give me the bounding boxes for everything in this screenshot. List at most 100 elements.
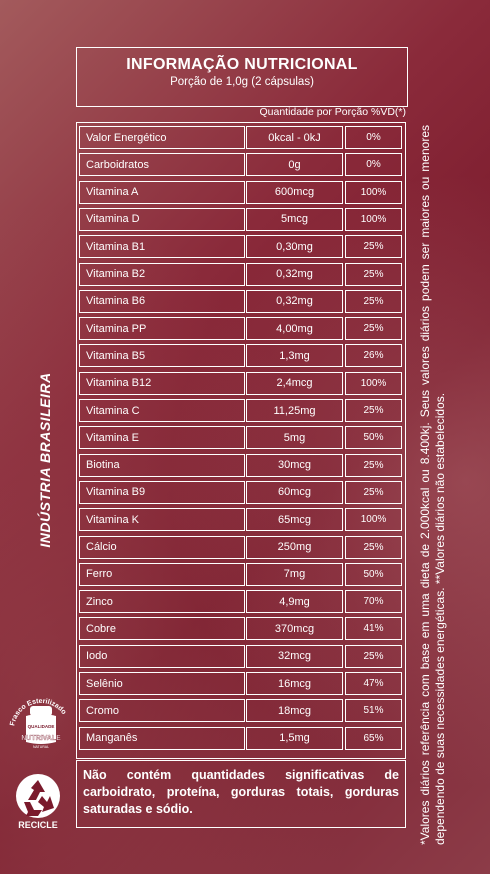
nutrient-vd: 47% [345,672,402,695]
nutrient-name: Vitamina PP [79,317,245,341]
nutrient-row: Vitamina B1 0,30mg 25% [77,233,404,260]
nutrient-vd: 100% [345,508,402,532]
nutrient-vd: 25% [345,235,402,259]
nutrient-vd: 0% [345,126,402,149]
nutrient-name: Valor Energético [79,126,245,149]
logo-brand-text: NUTRIVALE [21,735,61,742]
nutrient-name: Iodo [79,644,245,668]
nutrition-header: INFORMAÇÃO NUTRICIONAL Porção de 1,0g (2… [76,47,408,107]
nutrient-row: Vitamina B9 60mcg 25% [77,479,404,506]
nutrient-row: Zinco 4,9mg 70% [77,588,404,615]
column-heading: Quantidade por Porção %VD(*) [259,106,407,118]
nutrient-row: Carboidratos 0g 0% [77,151,404,178]
nutrient-name: Zinco [79,590,245,614]
nutrient-row: Manganês 1,5mg 65% [77,725,404,752]
nutrient-vd: 0% [345,153,402,177]
nutrient-name: Cobre [79,617,245,641]
logo-quality-text: QUALIDADE [28,724,55,729]
nutrient-row: Cromo 18mcg 51% [77,697,404,724]
nutrient-vd: 25% [345,480,402,504]
nutrient-name: Biotina [79,453,245,477]
nutrient-amount: 32mcg [246,644,343,668]
nutrient-name: Vitamina C [79,399,245,422]
nutrient-row: Ferro 7mg 50% [77,561,404,588]
nutrient-vd: 25% [345,644,402,668]
nutrient-vd: 65% [345,726,402,750]
nutrient-row: Valor Energético 0kcal - 0kJ 0% [77,124,404,151]
nutrient-vd: 25% [345,317,402,341]
industria-brasileira-label: INDÚSTRIA BRASILEIRA [37,372,53,548]
nutrient-vd: 100% [345,207,402,231]
nutrient-amount: 600mcg [246,180,343,204]
nutrient-vd: 51% [345,699,402,723]
nutrient-row: Biotina 30mcg 25% [77,452,404,479]
nutrient-name: Carboidratos [79,153,245,177]
nutrient-vd: 50% [345,562,402,586]
nutrient-amount: 7mg [246,562,343,586]
nutrient-row: Selênio 16mcg 47% [77,670,404,697]
nutrient-vd: 25% [345,289,402,313]
nutrient-row: Vitamina B2 0,32mg 25% [77,261,404,288]
nutrient-name: Selênio [79,672,245,695]
nutrient-name: Vitamina B6 [79,289,245,313]
recycle-icon [14,772,62,822]
nutrient-amount: 18mcg [246,699,343,723]
nutrient-amount: 5mcg [246,207,343,231]
nutrient-row: Vitamina B12 2,4mcg 100% [77,370,404,397]
nutrient-row: Vitamina B5 1,3mg 26% [77,342,404,369]
nutrient-row: Vitamina E 5mg 50% [77,424,404,451]
nutrition-title: INFORMAÇÃO NUTRICIONAL [126,56,358,73]
nutrient-name: Ferro [79,562,245,586]
nutrient-row: Vitamina B6 0,32mg 25% [77,288,404,315]
nutrient-name: Vitamina D [79,207,245,231]
nutrient-name: Cromo [79,699,245,723]
nutrient-row: Cálcio 250mg 25% [77,534,404,561]
nutrient-amount: 0,32mg [246,262,343,286]
nutrient-vd: 70% [345,590,402,614]
nutrient-vd: 100% [345,371,402,395]
nutrient-amount: 250mg [246,535,343,559]
nutrient-amount: 370mcg [246,617,343,641]
nutrient-name: Vitamina E [79,426,245,450]
nutrient-vd: 100% [345,180,402,204]
nutrient-vd: 50% [345,426,402,450]
nutrient-vd: 25% [345,262,402,286]
nutrient-row: Vitamina D 5mcg 100% [77,206,404,233]
nutrient-name: Cálcio [79,535,245,559]
nutrient-row: Vitamina C 11,25mg 25% [77,397,404,424]
nutrient-amount: 65mcg [246,508,343,532]
nutrient-row: Iodo 32mcg 25% [77,643,404,670]
nutrition-table: Valor Energético 0kcal - 0kJ 0% Carboidrato… [76,122,406,759]
nutrient-amount: 4,9mg [246,590,343,614]
nutrient-vd: 25% [345,399,402,422]
nutrient-name: Vitamina B1 [79,235,245,259]
vd-reference-note: *Valores diários referência com base em … [418,125,447,845]
nutrient-row: Vitamina PP 4,00mg 25% [77,315,404,342]
nutrient-amount: 1,3mg [246,344,343,368]
nutrient-amount: 0,32mg [246,289,343,313]
nutrient-row: Vitamina A 600mcg 100% [77,179,404,206]
nutrient-amount: 4,00mg [246,317,343,341]
logo-sub-text: NATURAL [33,745,49,749]
nutrient-amount: 11,25mg [246,399,343,422]
nutrient-amount: 1,5mg [246,726,343,750]
nutrient-name: Vitamina B2 [79,262,245,286]
nutrient-amount: 16mcg [246,672,343,695]
nutrient-amount: 5mg [246,426,343,450]
nutrient-amount: 0kcal - 0kJ [246,126,343,149]
nutrient-vd: 26% [345,344,402,368]
nutrient-name: Vitamina A [79,180,245,204]
nutrient-row: Cobre 370mcg 41% [77,615,404,642]
nutrient-name: Manganês [79,726,245,750]
nutrient-amount: 0g [246,153,343,177]
nutrient-name: Vitamina B9 [79,480,245,504]
nutrient-name: Vitamina B5 [79,344,245,368]
nutrivale-logo: Frasco Esterilizado QUALIDADE NUTRIVALE … [6,690,76,754]
nutrient-amount: 60mcg [246,480,343,504]
nutrient-amount: 30mcg [246,453,343,477]
footer-note: Não contém quantidades significativas de… [76,760,406,828]
serving-size: Porção de 1,0g (2 cápsulas) [170,76,314,88]
nutrient-vd: 25% [345,535,402,559]
nutrient-amount: 0,30mg [246,235,343,259]
